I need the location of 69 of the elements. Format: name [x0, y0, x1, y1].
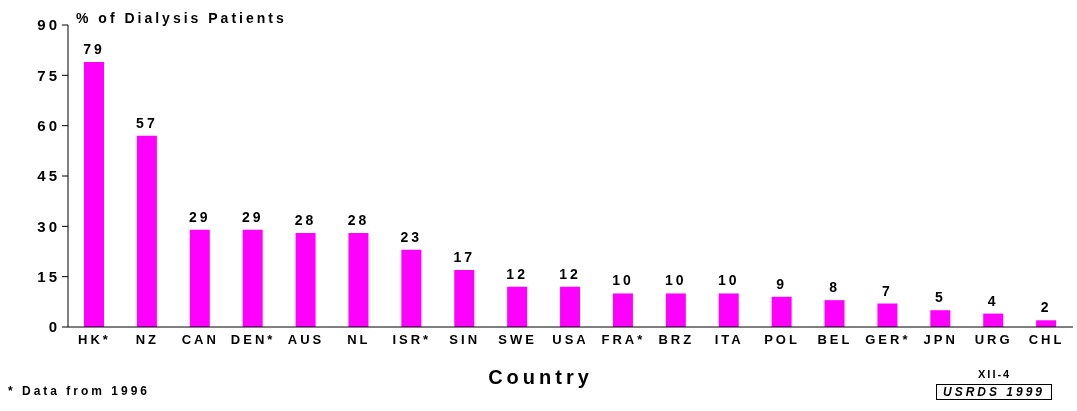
bar [560, 286, 581, 327]
x-tick-label: HK* [78, 332, 111, 348]
bar [295, 233, 316, 327]
y-axis-title: % of Dialysis Patients [76, 10, 287, 26]
x-tick-label: ITA [714, 332, 744, 348]
data-label: 57 [136, 114, 158, 131]
x-tick-label: CAN [181, 332, 219, 348]
x-tick-label: NZ [135, 332, 160, 348]
data-label: 23 [400, 228, 423, 245]
data-label: 28 [347, 212, 370, 229]
x-tick-label: POL [764, 332, 800, 348]
data-label: 29 [189, 208, 211, 225]
x-tick-label: BRZ [658, 332, 695, 348]
bar [454, 269, 475, 327]
text: * Data from 1996 [8, 384, 151, 398]
y-tick-label: 60 [37, 116, 60, 134]
y-tick-label: 75 [37, 66, 60, 84]
y-tick-label: 45 [37, 167, 60, 185]
x-tick-label: SWE [498, 332, 537, 348]
data-label: 2 [1040, 299, 1052, 316]
data-label: 5 [934, 289, 946, 306]
bar [771, 296, 792, 327]
data-label: 79 [83, 40, 105, 57]
x-tick-label: URG [974, 332, 1013, 348]
x-tick-label: NL [347, 332, 371, 348]
x-tick-label: JPN [923, 332, 958, 348]
x-tick-label: DEN* [230, 332, 276, 348]
x-tick-label: USA [552, 332, 589, 348]
bar [84, 61, 104, 327]
framed-label: USRDS 1999 [936, 384, 1053, 400]
y-tick-label: 15 [37, 267, 60, 285]
data-label: 10 [612, 272, 634, 289]
bar [189, 229, 210, 327]
bar [242, 229, 263, 327]
bar [824, 300, 845, 327]
data-label: 12 [559, 265, 581, 282]
bar [930, 310, 951, 327]
data-label: 4 [987, 292, 999, 309]
bar [136, 135, 157, 327]
bar [877, 303, 898, 327]
bar [1036, 320, 1057, 327]
data-label: 12 [506, 265, 528, 282]
data-label: 9 [776, 275, 788, 292]
x-tick-label: FRA* [601, 332, 646, 348]
data-label: 8 [829, 279, 840, 296]
bar [718, 293, 739, 327]
data-label: 17 [453, 248, 476, 265]
x-tick-label: CHL [1028, 332, 1065, 348]
y-tick-label: 90 [37, 16, 60, 34]
bar [612, 293, 633, 327]
x-tick-label: SIN [449, 332, 481, 348]
data-label: 28 [294, 212, 317, 229]
data-label: 10 [717, 272, 740, 289]
text: XII-4 [978, 368, 1012, 380]
x-tick-label: ISR* [392, 332, 432, 348]
data-label: 29 [241, 208, 264, 225]
data-label: 7 [882, 282, 893, 299]
bar [665, 293, 686, 327]
bar [348, 233, 369, 327]
x-tick-label: BEL [817, 332, 853, 348]
x-tick-label: GER* [865, 332, 911, 348]
bar [401, 249, 422, 327]
y-tick-label: 0 [48, 318, 60, 336]
x-axis-title: Country [488, 366, 593, 388]
data-label: 10 [665, 272, 687, 289]
bar [507, 286, 528, 327]
x-tick-label: AUS [287, 332, 325, 348]
y-tick-label: 30 [37, 217, 60, 235]
bar [983, 313, 1004, 327]
